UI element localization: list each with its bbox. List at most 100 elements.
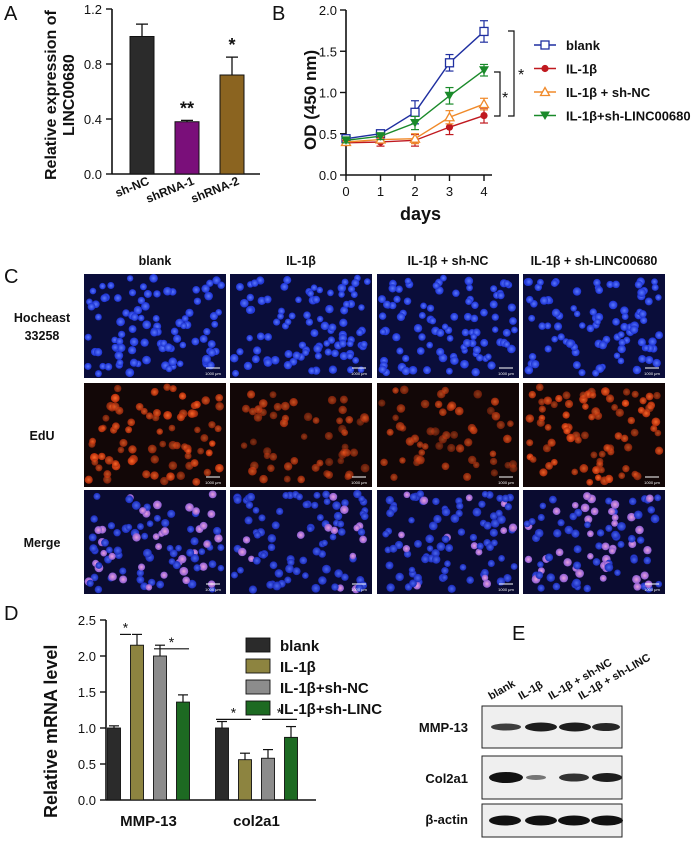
panel-c-cell [611,530,620,540]
panel-c-cell [617,521,626,531]
panel-c-cell [433,514,442,524]
panel-c-row-labels: Hocheast 33258 EdU Merge [14,311,71,550]
panel-c-cell [137,314,145,322]
panel-c-cell [465,297,473,305]
panel-c-cell [423,366,432,375]
panel-a-bar [219,74,245,175]
panel-letter-d: D [4,603,18,625]
panel-c-cell [450,514,460,523]
panel-c-cell [589,308,597,316]
panel-b-ytick-label: 1.5 [319,44,337,59]
panel-c-cell [429,317,437,325]
panel-e-band [489,815,521,826]
panel-b-marker [540,40,550,50]
panel-b-xtick-label: 2 [411,184,418,199]
panel-c-cell [284,576,292,584]
panel-c-cell [113,546,122,555]
panel-b-xtick-label: 3 [446,184,453,199]
panel-c-cell [573,310,581,318]
panel-c-cell [308,367,316,375]
panel-c-cell [170,327,179,336]
panel-c-cell [310,284,318,291]
panel-d-legend-label: blank [280,638,320,655]
panel-c-cell [490,469,498,477]
panel-c-cell [593,278,601,287]
panel-c-cell [341,573,349,581]
panel-c-cell [295,296,302,304]
panel-c-cell [392,333,401,342]
panel-c-cell [84,475,93,484]
panel-c-cell [246,334,253,342]
panel-c-cell [629,325,639,334]
panel-c-cell [185,308,194,317]
panel-b-marker [539,86,551,97]
panel-c-cell [136,569,144,577]
panel-c-cell [537,561,544,568]
panel-c-cell [543,396,552,405]
panel-c-cell [87,302,96,311]
panel-c-cell [468,455,477,465]
panel-c-cell [396,404,406,413]
panel-d-sig-mark: * [169,634,175,650]
panel-c-cell [203,468,212,477]
panel-c-cell [636,536,645,544]
panel-c-cell [617,331,625,339]
panel-b-marker [479,66,489,75]
panel-c-cell [152,500,162,510]
panel-c-cell [456,502,464,510]
panel-c-cell [142,355,151,365]
panel-c-cell [441,507,451,517]
panel-c-cell [637,406,645,414]
panel-d-legend-swatch [245,658,271,674]
panel-c-cell [403,550,412,558]
panel-c-cell [338,405,347,415]
panel-c-cell [330,526,339,535]
panel-c-cell [489,450,497,458]
panel-c-cell [311,583,321,593]
panel-c-cell [601,387,610,396]
panel-c-cell [592,466,601,475]
panel-c-cell [572,361,581,370]
panel-c-cell [217,544,225,552]
panel-c-cell [607,507,616,516]
panel-c-cell [324,348,332,356]
panel-c-cell [86,579,94,587]
panel-d-legend-label: IL-1β+sh-NC [280,680,369,697]
panel-c-cell [107,281,115,290]
panel-b-sig-outer: * [518,67,524,84]
panel-c-cell [572,287,582,296]
panel-c-cell [307,290,314,297]
panel-c-cell [248,407,257,416]
panel-c-cell [252,556,261,565]
panel-c-cell [258,514,266,522]
panel-c-cell [508,523,518,532]
panel-e-band [559,722,591,732]
panel-c-cell [269,561,278,570]
panel-c-cell [500,527,508,534]
panel-c-cell [357,528,366,536]
panel-c-cell [378,312,387,320]
panel-c-cell [173,334,182,343]
panel-c-cell [296,531,305,539]
panel-c-cell [249,438,257,446]
panel-c-cell [569,512,577,521]
panel-c-cell [340,306,349,315]
panel-c-cell [108,552,116,560]
panel-a-ytick-label: 0.0 [84,167,102,182]
panel-c-cell [127,456,137,466]
panel-c-cell [192,507,200,515]
panel-c-cell [403,297,412,305]
panel-c-cell [187,525,195,533]
panel-c-cell [292,567,301,576]
panel-c-cell [586,324,595,333]
panel-c-cell [421,443,429,450]
panel-c-cell [425,534,434,544]
panel-c-cell [655,331,664,340]
panel-c-cell [393,295,401,303]
panel-c-cell [259,474,268,484]
panel-c-cell [418,333,426,341]
panel-a-ytick-label: 0.4 [84,112,102,127]
panel-c-cell [631,390,639,398]
panel-c-cell [166,472,175,481]
